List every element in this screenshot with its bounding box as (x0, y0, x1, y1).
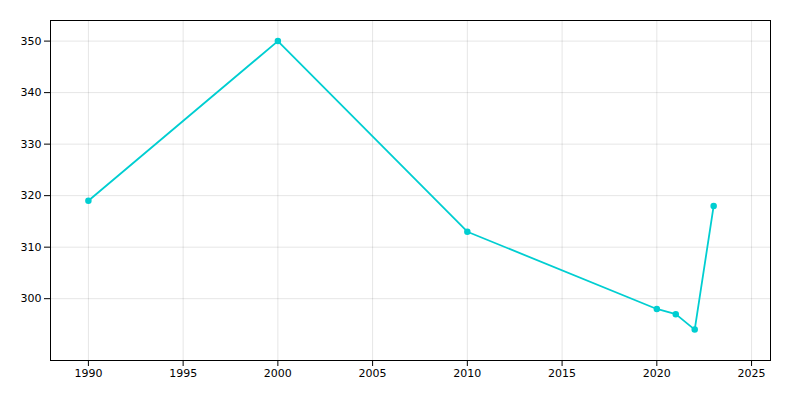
svg-text:2025: 2025 (738, 367, 766, 380)
svg-text:1995: 1995 (169, 367, 197, 380)
svg-text:330: 330 (21, 138, 42, 151)
svg-text:2000: 2000 (264, 367, 292, 380)
svg-text:320: 320 (21, 189, 42, 202)
svg-text:2015: 2015 (548, 367, 576, 380)
svg-text:2010: 2010 (453, 367, 481, 380)
svg-text:340: 340 (21, 86, 42, 99)
svg-text:300: 300 (21, 292, 42, 305)
svg-text:350: 350 (21, 35, 42, 48)
svg-text:2020: 2020 (643, 367, 671, 380)
svg-text:2005: 2005 (359, 367, 387, 380)
svg-text:1990: 1990 (74, 367, 102, 380)
svg-text:310: 310 (21, 241, 42, 254)
